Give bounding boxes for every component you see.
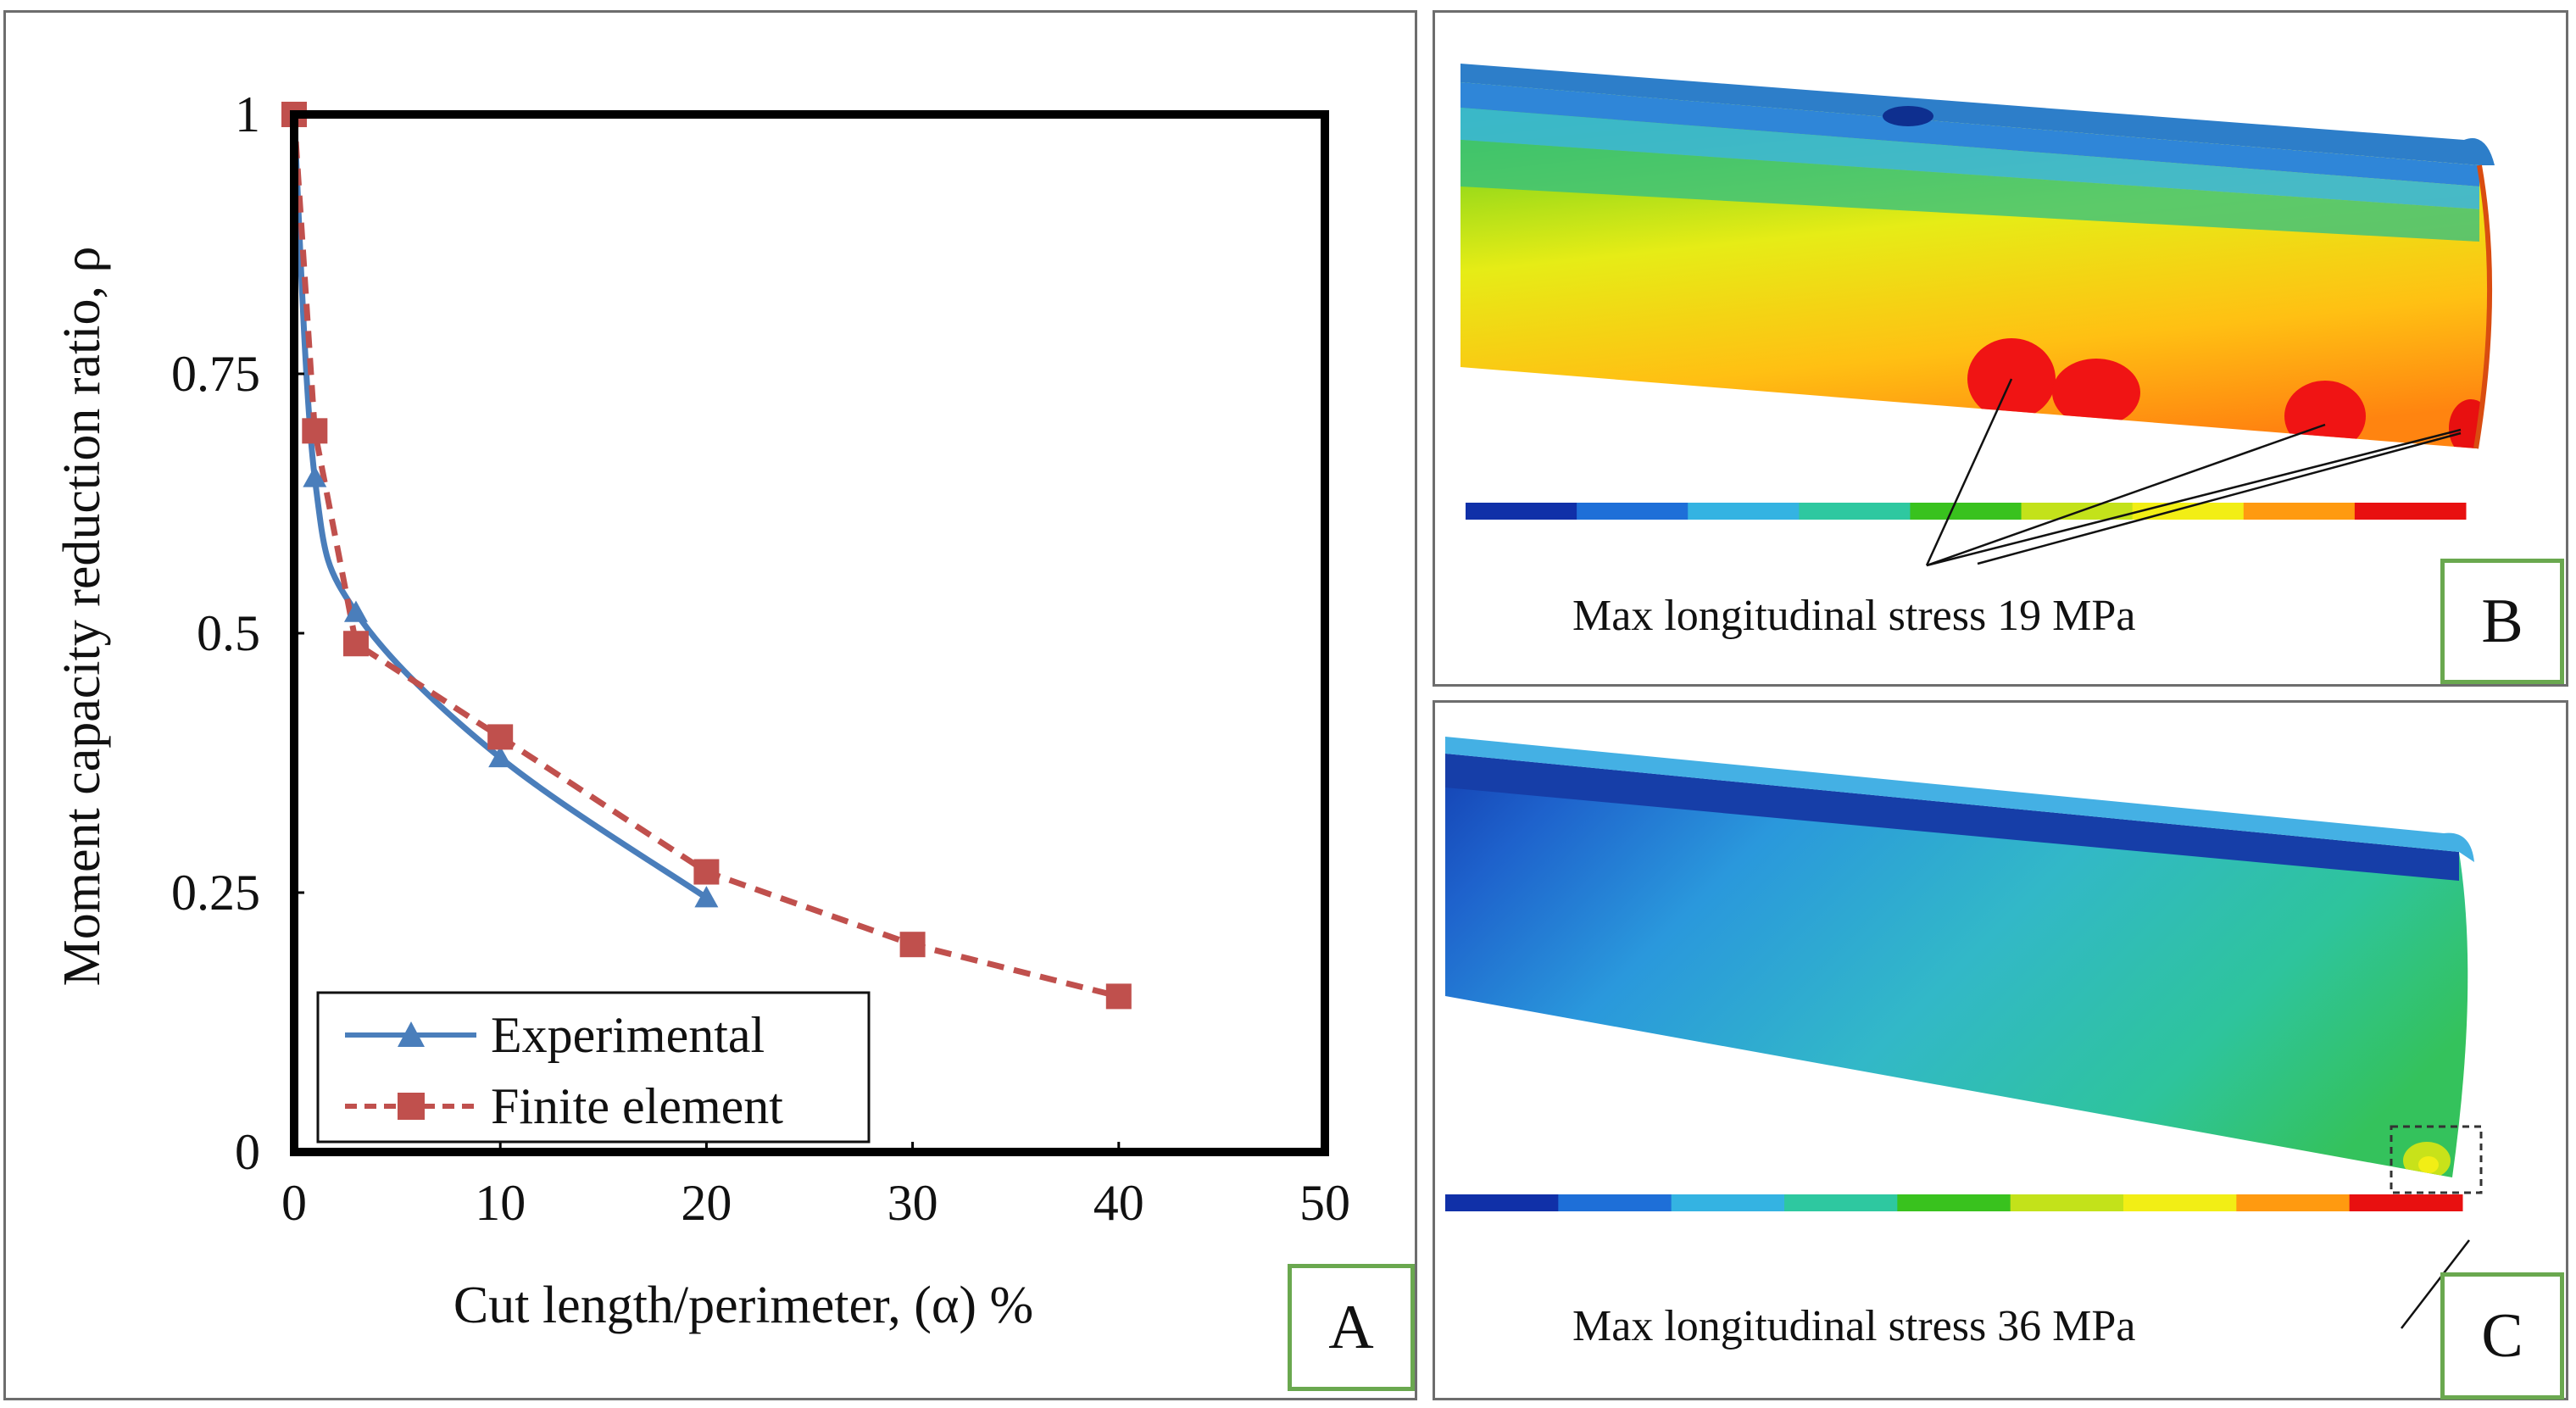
legend-marker-experimental [398, 1021, 425, 1047]
data-point-experimental [343, 600, 368, 622]
y-tick-label: 0 [235, 1124, 260, 1180]
x-tick-label: 20 [681, 1175, 732, 1231]
data-point-finite-element [899, 932, 926, 958]
caption-b: Max longitudinal stress 19 MPa [1572, 592, 2136, 640]
color-legend-swatch [2021, 503, 2134, 520]
stress-contour-b [1460, 64, 2495, 567]
y-axis-label: Moment capacity reduction ratio, ρ [53, 247, 111, 987]
panel-label-a: A [1288, 1264, 1415, 1391]
max-stress-highlight [2390, 1125, 2483, 1194]
data-point-experimental [488, 745, 513, 768]
x-tick-label: 50 [1299, 1175, 1350, 1231]
x-tick-label: 30 [887, 1175, 938, 1231]
color-legend-swatch [2123, 1194, 2237, 1211]
pipe-body-b [1460, 82, 2490, 448]
data-point-experimental [303, 465, 327, 487]
x-tick-label: 10 [475, 1175, 526, 1231]
y-tick-label: 0.5 [197, 605, 260, 661]
x-axis-label: Cut length/perimeter, (α) % [453, 1277, 1033, 1334]
legend-marker-finite-element [398, 1093, 425, 1120]
color-legend-swatch [1671, 1194, 1785, 1211]
color-legend-swatch [1577, 503, 1689, 520]
x-tick-label: 0 [281, 1175, 307, 1231]
stress-peak-3 [2284, 381, 2366, 448]
data-point-experimental [694, 886, 719, 908]
color-legend-swatch [2236, 1194, 2351, 1211]
color-legend-swatch [2010, 1194, 2124, 1211]
stress-contour-c [1445, 737, 2483, 1329]
panel-label-b: B [2440, 559, 2564, 684]
data-point-finite-element [1105, 983, 1132, 1010]
color-legend-swatch [1445, 1194, 1559, 1211]
data-point-finite-element [487, 724, 514, 750]
color-legend-swatch [1897, 1194, 2011, 1211]
color-legend-swatch [1466, 503, 1577, 520]
data-point-finite-element [302, 418, 328, 444]
color-legend-swatch [1799, 503, 1911, 520]
annotation-arrow-c [2401, 1239, 2470, 1329]
color-legend-swatch [1784, 1194, 1898, 1211]
data-point-finite-element [693, 859, 720, 885]
color-legend-swatch [1910, 503, 2022, 520]
legend-label-finite-element: Finite element [491, 1078, 783, 1134]
color-legend-swatch [1558, 1194, 1672, 1211]
series-line-experimental [294, 114, 709, 901]
color-legend-bar-c [1445, 1194, 2463, 1211]
color-legend-swatch [2349, 1194, 2463, 1211]
color-legend-swatch [2354, 503, 2467, 520]
x-tick-label: 40 [1093, 1175, 1144, 1231]
stress-peak-4 [2449, 399, 2490, 448]
pipe-body-c [1445, 754, 2468, 1177]
caption-c: Max longitudinal stress 36 MPa [1572, 1302, 2136, 1350]
panel-label-c: C [2440, 1272, 2564, 1400]
annotation-arrows-b [1925, 378, 2462, 567]
legend: Experimental Finite element [316, 991, 871, 1144]
chart-panel: 0 10 20 30 40 50 0 0.25 0.5 0.75 1 Cut length/peri… [3, 10, 1417, 1400]
y-tick-label: 0.75 [171, 346, 260, 402]
line-chart: 0 10 20 30 40 50 0 0.25 0.5 0.75 1 Cut length/peri… [53, 86, 1350, 1334]
legend-label-experimental: Experimental [491, 1007, 765, 1063]
stress-peak-2 [2052, 359, 2140, 426]
y-tick-label: 1 [235, 86, 260, 142]
fe-contour-panel-b: Max longitudinal stress 19 MPa B [1433, 10, 2568, 687]
y-tick-label: 0.25 [171, 865, 260, 921]
color-legend-swatch [1688, 503, 1800, 520]
fe-contour-panel-c: Max longitudinal stress 36 MPa C [1433, 700, 2568, 1400]
color-legend-swatch [2243, 503, 2356, 520]
data-point-finite-element [342, 631, 369, 657]
color-legend-bar-b [1466, 503, 2467, 520]
